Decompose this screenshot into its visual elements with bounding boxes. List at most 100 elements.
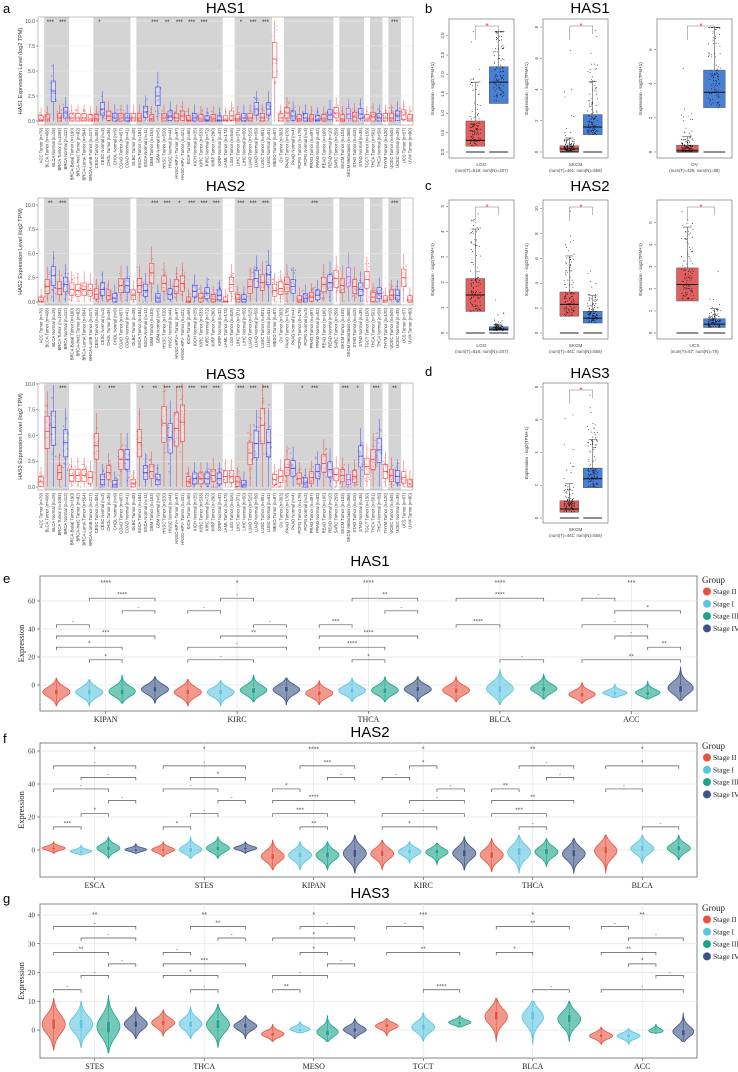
- data-point: [92, 297, 94, 299]
- significance-label: ***: [59, 201, 67, 207]
- data-point: [497, 75, 498, 77]
- data-point: [61, 274, 63, 276]
- x-tick-label: CESC Normal (n=3): [100, 307, 105, 345]
- data-point: [287, 293, 289, 295]
- x-tick-label: LUAD Normal (n=59): [254, 127, 259, 167]
- data-point: [687, 145, 689, 147]
- data-point: [590, 119, 592, 121]
- data-point: [469, 129, 471, 131]
- data-point: [719, 28, 721, 29]
- data-point: [81, 116, 84, 118]
- data-point: [495, 96, 497, 98]
- data-point: [715, 28, 717, 30]
- data-point: [103, 486, 105, 488]
- data-point: [110, 486, 112, 488]
- data-point: [51, 65, 53, 67]
- x-tick-label: BRCA-Basal Tumor (n=190): [69, 127, 74, 180]
- data-point: [67, 272, 69, 275]
- data-point: [51, 75, 53, 77]
- data-point: [685, 127, 687, 129]
- data-point: [592, 89, 593, 91]
- data-point: [567, 138, 569, 140]
- data-point: [150, 458, 152, 461]
- data-point: [271, 281, 274, 284]
- data-point: [229, 275, 232, 277]
- data-point: [90, 114, 92, 117]
- data-point: [684, 146, 686, 148]
- box: [296, 295, 302, 303]
- x-tick-label: LUAD Tumor (n=515): [248, 127, 253, 168]
- data-point: [39, 118, 41, 120]
- data-point: [364, 478, 366, 480]
- data-point: [39, 472, 41, 474]
- data-point: [73, 277, 75, 280]
- x-tick-label: CHOL Tumor (n=36): [106, 307, 111, 345]
- data-point: [470, 139, 472, 140]
- data-point: [587, 110, 589, 112]
- box: [309, 114, 315, 122]
- x-tick-label: KIRP Tumor (n=290): [211, 307, 216, 346]
- data-point: [48, 271, 50, 273]
- y-tick-label: 2.5: [440, 51, 445, 58]
- data-point: [277, 483, 279, 485]
- y-tick-label: 2.5: [28, 276, 35, 282]
- data-point: [279, 297, 281, 299]
- x-tick-label: KIRC Normal (n=72): [205, 127, 210, 166]
- data-point: [473, 130, 475, 132]
- x-tick-label: LAML Tumor (n=173): [223, 492, 228, 532]
- x-tick-label: THCA Normal (n=59): [377, 127, 382, 167]
- data-point: [110, 481, 112, 483]
- data-point: [496, 93, 498, 95]
- x-tick-label: GBM Tumor (n=153): [149, 127, 154, 166]
- significance-label: ***: [164, 201, 172, 207]
- data-point: [716, 83, 717, 85]
- data-point: [494, 48, 496, 50]
- x-tick-label: HNSC-HPV+ Tumor (n=97): [174, 127, 179, 178]
- data-point: [184, 271, 186, 273]
- column-box: [117, 104, 125, 122]
- data-point: [717, 74, 719, 76]
- data-point: [383, 291, 385, 293]
- data-point: [121, 113, 124, 116]
- data-point: [146, 113, 148, 115]
- data-point: [595, 93, 597, 95]
- data-point: [499, 68, 501, 69]
- data-point: [474, 142, 475, 144]
- x-tick-label: ACC Tumor (n=79): [39, 492, 44, 528]
- data-point: [44, 301, 46, 303]
- data-point: [356, 483, 358, 486]
- data-point: [359, 300, 362, 302]
- data-point: [590, 98, 592, 100]
- significance-label: **: [392, 386, 397, 392]
- y-tick-label: 4: [534, 88, 539, 91]
- data-point: [565, 149, 567, 151]
- data-point: [102, 470, 105, 473]
- data-point: [312, 289, 314, 291]
- data-point: [101, 112, 103, 115]
- data-point: [199, 471, 201, 473]
- data-point: [593, 122, 595, 124]
- data-point: [496, 66, 498, 68]
- data-point: [149, 283, 151, 285]
- data-point: [566, 141, 567, 143]
- box: [161, 113, 167, 122]
- data-point: [470, 143, 471, 145]
- x-tick-label: HNSC-HPV+ Tumor (n=97): [174, 307, 179, 358]
- data-point: [183, 120, 185, 122]
- data-point: [477, 125, 479, 127]
- data-point: [473, 124, 475, 126]
- data-point: [570, 131, 572, 133]
- data-point: [186, 110, 188, 113]
- column-box: [93, 106, 100, 122]
- data-point: [501, 46, 502, 48]
- data-point: [717, 76, 719, 78]
- data-point: [566, 127, 568, 129]
- data-point: [126, 115, 128, 118]
- data-point: [219, 300, 222, 302]
- data-point: [397, 301, 399, 303]
- significance-label: ***: [200, 20, 208, 26]
- x-tick-label: LUSC Normal (n=51): [266, 127, 271, 167]
- data-point: [690, 146, 692, 148]
- data-point: [478, 134, 480, 136]
